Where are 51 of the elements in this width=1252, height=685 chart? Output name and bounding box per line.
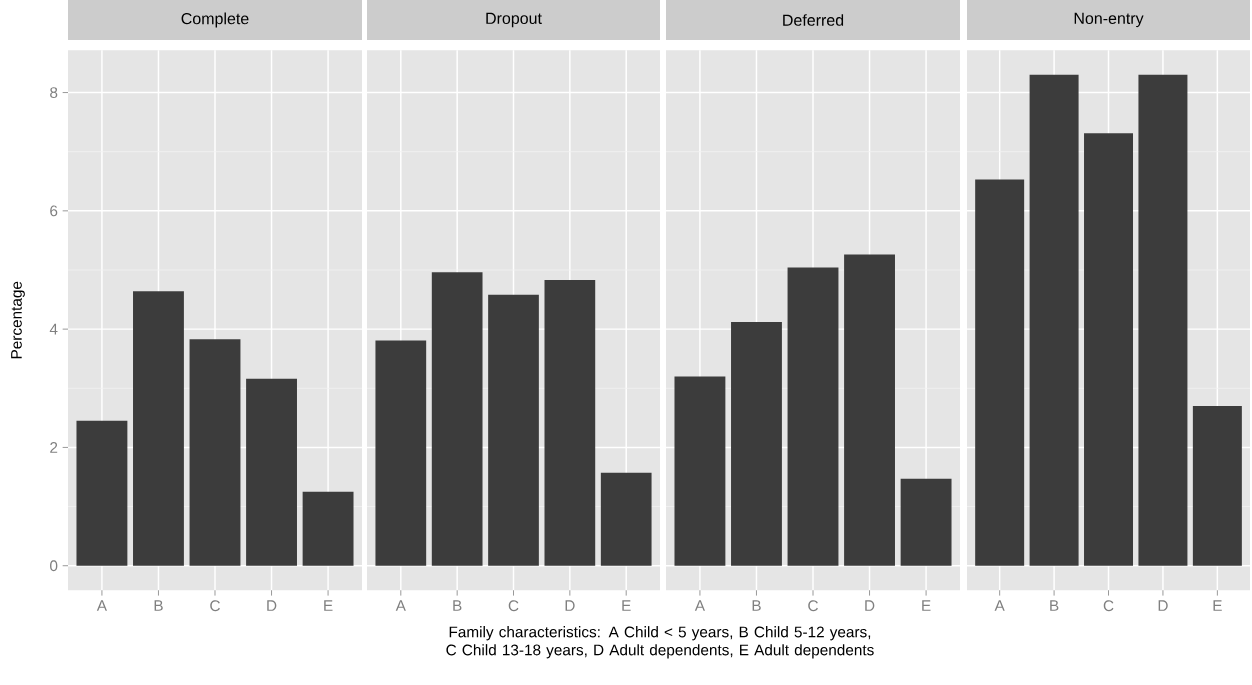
bar: [975, 179, 1025, 566]
bar: [900, 478, 952, 566]
bar: [731, 321, 782, 566]
x-tick-label: E: [922, 600, 931, 611]
y-tick-label: 6: [50, 205, 58, 217]
bar: [76, 420, 128, 566]
bar: [488, 294, 539, 566]
x-tick-label: E: [1213, 600, 1222, 611]
y-tick-label: 4: [49, 323, 58, 335]
y-tick-label: 0: [50, 560, 58, 572]
bar: [1192, 405, 1242, 566]
x-tick-label: E: [324, 600, 333, 611]
x-tick-label: D: [267, 600, 277, 611]
bar: [600, 472, 652, 566]
chart-title: Deferred: [783, 14, 844, 26]
chart-title: Non-entry: [1074, 12, 1144, 28]
x-tick-label: D: [565, 600, 575, 611]
x-tick-label: B: [453, 600, 462, 611]
bar: [431, 272, 483, 566]
bar: [674, 376, 726, 566]
x-tick-label: E: [622, 600, 631, 611]
x-axis-title: Family characteristics: A Child < 5 years, B Child 5-12 years, C Child 13-18 years, D Adult dependents, E Adult dependents: [446, 626, 874, 659]
bar: [133, 291, 184, 566]
bar: [1084, 133, 1133, 566]
x-tick-label: D: [1158, 600, 1168, 611]
bar: [375, 340, 427, 566]
x-tick-label: A: [694, 600, 705, 611]
x-tick-label: A: [994, 600, 1005, 611]
bar: [787, 267, 839, 566]
chart-title: Dropout: [486, 12, 542, 28]
bar: [246, 378, 297, 566]
x-tick-label: B: [154, 600, 163, 611]
x-tick-label: A: [96, 600, 107, 611]
bar: [1138, 74, 1188, 566]
x-tick-label: C: [210, 600, 220, 612]
x-tick-label: B: [752, 600, 761, 611]
chart-title: Complete: [181, 12, 249, 28]
bar: [1029, 74, 1079, 566]
bar: [544, 279, 596, 566]
bar: [844, 254, 895, 566]
bar: [189, 339, 241, 566]
y-axis-title: Percentage: [11, 281, 25, 359]
x-tick-label: C: [1103, 600, 1114, 612]
bar: [302, 491, 354, 566]
x-tick-label: B: [1050, 600, 1059, 611]
x-tick-label: C: [808, 600, 818, 612]
x-tick-label: A: [395, 600, 406, 611]
y-tick-label: 8: [50, 87, 58, 98]
x-tick-label: D: [865, 600, 875, 611]
x-tick-label: C: [508, 600, 519, 612]
y-tick-label: 2: [50, 441, 58, 453]
